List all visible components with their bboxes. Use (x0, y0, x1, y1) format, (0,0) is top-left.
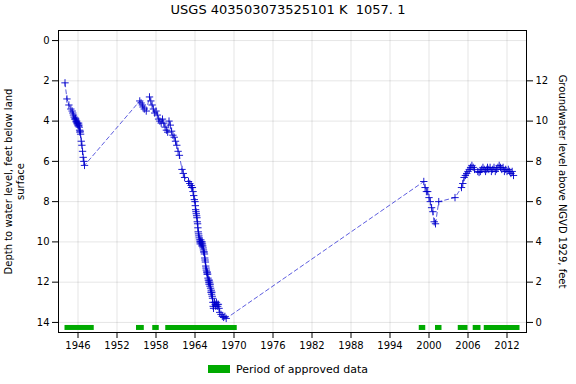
html-text:Period of approved data: Period of approved data (235, 362, 369, 376)
svg-text:Groundwater level above NGVD 1: Groundwater level above NGVD 1929, feet (557, 75, 568, 289)
svg-text:2: 2 (536, 276, 542, 287)
svg-text:1982: 1982 (299, 340, 324, 351)
svg-text:0: 0 (43, 35, 49, 46)
svg-text:4: 4 (43, 115, 49, 126)
svg-text:Depth to water level, feet bel: Depth to water level, feet below landsur… (3, 89, 26, 275)
svg-text:1976: 1976 (260, 340, 285, 351)
svg-text:8: 8 (43, 196, 49, 207)
svg-text:2006: 2006 (455, 340, 480, 351)
svg-text:2012: 2012 (494, 340, 519, 351)
svg-text:6: 6 (43, 156, 49, 167)
svg-text:10: 10 (536, 115, 549, 126)
svg-text:1994: 1994 (377, 340, 402, 351)
svg-text:4: 4 (536, 236, 542, 247)
svg-text:12: 12 (37, 276, 50, 287)
svg-text:1946: 1946 (65, 340, 90, 351)
svg-text:14: 14 (37, 317, 50, 328)
svg-text:1958: 1958 (143, 340, 168, 351)
svg-text:12: 12 (536, 75, 549, 86)
svg-text:8: 8 (536, 156, 542, 167)
svg-text:1952: 1952 (104, 340, 129, 351)
svg-text:2: 2 (43, 75, 49, 86)
svg-text:1964: 1964 (182, 340, 207, 351)
svg-text:1988: 1988 (338, 340, 363, 351)
svg-text:0: 0 (536, 317, 542, 328)
svg-text:10: 10 (37, 236, 50, 247)
svg-text:1970: 1970 (221, 340, 246, 351)
html-text:USGS 403503073525101 K 1057. 1: USGS 403503073525101 K 1057. 1 (170, 2, 406, 17)
svg-text:6: 6 (536, 196, 542, 207)
svg-text:2000: 2000 (416, 340, 441, 351)
